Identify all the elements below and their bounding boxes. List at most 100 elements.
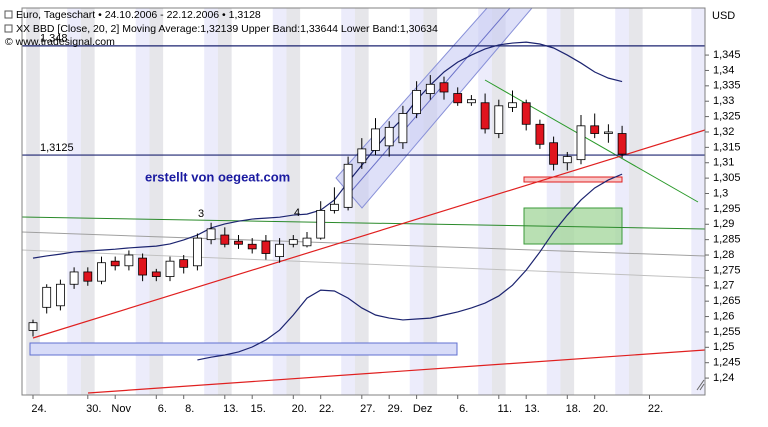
y-tick-label: 1,34 xyxy=(713,64,734,76)
candle-body xyxy=(439,82,449,93)
subtitle: XX BBD [Close, 20, 2] Moving Average:1,3… xyxy=(16,23,438,35)
candle-body xyxy=(521,102,531,125)
candle-body xyxy=(480,102,490,130)
y-tick-label: 1,26 xyxy=(713,310,734,322)
y-tick-label: 1,3 xyxy=(713,187,728,199)
trend-line xyxy=(484,79,699,203)
week-band xyxy=(560,8,575,395)
y-tick-label: 1,24 xyxy=(713,372,734,384)
x-tick-label: 13. xyxy=(525,403,540,415)
candle-body xyxy=(357,148,367,164)
plot-border xyxy=(21,7,706,396)
candle-body xyxy=(220,234,230,245)
candle-body xyxy=(617,133,627,155)
candle-body xyxy=(343,163,353,208)
x-tick-label: Dez xyxy=(413,403,433,415)
x-tick-label: 22. xyxy=(319,403,334,415)
zone-box xyxy=(523,176,623,183)
source: © www.tradesignal.com xyxy=(5,36,115,48)
candle-body xyxy=(371,128,380,151)
trend-line xyxy=(32,129,706,339)
x-tick-label: 22. xyxy=(648,403,663,415)
candle-body xyxy=(275,243,285,257)
week-band xyxy=(80,8,95,395)
candle-body xyxy=(535,123,545,145)
y-tick-label: 1,335 xyxy=(713,80,741,92)
candle-body xyxy=(549,142,558,165)
x-tick-label: 30. xyxy=(86,403,101,415)
candle-body xyxy=(151,271,161,277)
x-tick-label: 20. xyxy=(292,403,307,415)
week-band xyxy=(149,8,164,395)
candle-body xyxy=(316,210,326,239)
candle-body xyxy=(453,93,463,104)
trend-line xyxy=(87,349,706,394)
candle-body xyxy=(83,271,93,282)
watermark: erstellt von oegeat.com xyxy=(145,169,290,184)
candle-body xyxy=(508,102,517,108)
x-tick-label: 29. xyxy=(388,403,403,415)
week-band xyxy=(615,8,629,395)
candle-body xyxy=(425,83,435,94)
candle-body xyxy=(604,131,613,134)
plot xyxy=(22,41,705,361)
week-band xyxy=(272,8,287,395)
candle-body xyxy=(329,203,339,211)
annotation: 4 xyxy=(294,207,300,219)
title: Euro, Tageschart • 24.10.2006 - 22.12.20… xyxy=(16,9,261,21)
annotation: 3 xyxy=(198,208,204,220)
trend-line xyxy=(21,249,706,279)
x-tick-label: 24. xyxy=(31,403,46,415)
candle-body xyxy=(110,260,120,267)
x-tick-label: 18. xyxy=(566,403,581,415)
candle-body xyxy=(28,322,38,331)
x-tick-label: Nov xyxy=(111,403,131,415)
x-tick-label: 11. xyxy=(498,403,512,415)
currency: USD xyxy=(712,10,735,22)
y-tick-label: 1,315 xyxy=(713,141,741,153)
week-band xyxy=(135,8,150,395)
y-tick-label: 1,27 xyxy=(713,280,734,292)
y-tick-label: 1,29 xyxy=(713,218,734,230)
band-line xyxy=(32,41,623,259)
week-band xyxy=(409,8,424,395)
week-band xyxy=(26,8,40,395)
candle-body xyxy=(412,90,422,114)
x-tick-label: 13. xyxy=(223,403,238,415)
week-band xyxy=(286,8,301,395)
candle-body xyxy=(247,243,257,250)
week-band xyxy=(691,8,705,395)
candle-body xyxy=(56,283,65,307)
x-tick-label: 20. xyxy=(593,403,608,415)
candle-body xyxy=(42,286,52,308)
week-band xyxy=(67,8,81,395)
week-band xyxy=(491,8,506,395)
y-tick-label: 1,265 xyxy=(713,295,741,307)
candle-body xyxy=(288,239,298,245)
candle-body xyxy=(206,228,216,241)
y-tick-label: 1,28 xyxy=(713,249,734,261)
resize-grip xyxy=(696,379,705,391)
y-tick-label: 1,305 xyxy=(713,172,741,184)
candle-body xyxy=(234,240,243,245)
y-tick-label: 1,32 xyxy=(713,126,734,138)
candle-body xyxy=(179,259,189,268)
x-tick-label: 6. xyxy=(459,403,468,415)
candle-body xyxy=(261,240,271,254)
candle-body xyxy=(302,237,312,247)
candle-body xyxy=(590,125,600,134)
candle-body xyxy=(165,260,175,277)
y-tick-label: 1,245 xyxy=(713,357,741,369)
trend-line xyxy=(21,216,706,230)
candle-body xyxy=(494,105,504,134)
candle-body xyxy=(562,156,572,164)
week-band xyxy=(546,8,561,395)
candle-body xyxy=(398,113,408,144)
y-tick-label: 1,31 xyxy=(713,157,734,169)
icon xyxy=(4,10,13,19)
candle-body xyxy=(466,99,476,104)
x-tick-label: 6. xyxy=(158,403,167,415)
y-tick-label: 1,345 xyxy=(713,49,741,61)
y-tick-label: 1,33 xyxy=(713,95,734,107)
